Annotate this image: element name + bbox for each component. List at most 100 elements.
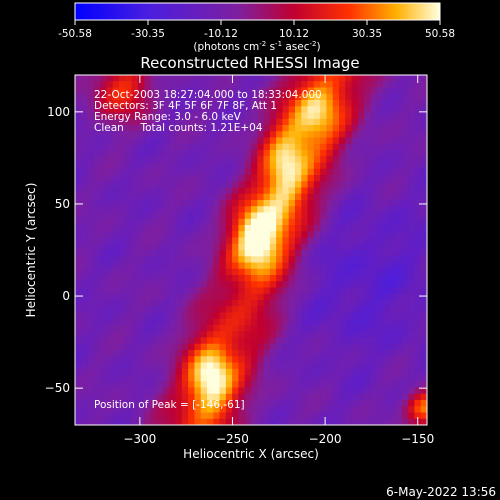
heatmap-cell [75, 212, 82, 220]
heatmap-cell [207, 318, 214, 326]
heatmap-cell [345, 168, 353, 176]
heatmap-cell [408, 412, 416, 420]
heatmap-cell [370, 187, 378, 195]
heatmap-cell [301, 306, 309, 314]
heatmap-cell [181, 75, 189, 82]
heatmap-cell [119, 218, 126, 226]
heatmap-cell [345, 331, 353, 339]
heatmap-cell [137, 206, 145, 214]
heatmap-cell [213, 275, 221, 282]
heatmap-cell [401, 318, 409, 326]
heatmap-cell [156, 106, 164, 114]
heatmap-cell [175, 237, 183, 245]
heatmap-cell [320, 187, 328, 195]
heatmap-cell [389, 118, 397, 126]
heatmap-cell [351, 381, 359, 389]
heatmap-cell [307, 393, 315, 401]
heatmap-cell [81, 100, 89, 107]
heatmap-cell [301, 356, 309, 364]
heatmap-cell [345, 362, 353, 370]
heatmap-cell [175, 325, 183, 332]
heatmap-cell [364, 337, 372, 345]
heatmap-cell [169, 400, 177, 407]
heatmap-cell [376, 218, 384, 226]
heatmap-cell [188, 106, 196, 114]
heatmap-cell [395, 231, 403, 239]
heatmap-cell [364, 318, 372, 326]
heatmap-cell [188, 237, 196, 245]
heatmap-cell [75, 181, 82, 189]
heatmap-cell [194, 162, 202, 170]
heatmap-cell [93, 175, 101, 182]
heatmap-cell [414, 112, 422, 120]
heatmap-cell [251, 406, 258, 414]
heatmap-cell [263, 131, 271, 139]
heatmap-cell [125, 225, 133, 232]
heatmap-cell [263, 75, 271, 82]
heatmap-cell [163, 343, 170, 351]
heatmap-cell [207, 175, 214, 182]
heatmap-cell [276, 87, 284, 95]
heatmap-cell [263, 81, 271, 89]
heatmap-cell [320, 106, 328, 114]
heatmap-cell [295, 225, 302, 232]
heatmap-cell [401, 262, 409, 270]
heatmap-cell [313, 375, 321, 382]
heatmap-cell [320, 143, 328, 151]
heatmap-cell [376, 331, 384, 339]
heatmap-cell [200, 262, 208, 270]
heatmap-cell [131, 375, 139, 382]
heatmap-cell [137, 381, 145, 389]
heatmap-cell [194, 300, 202, 307]
heatmap-cell [376, 281, 384, 289]
heatmap-cell [257, 87, 265, 95]
heatmap-cell [408, 200, 416, 207]
heatmap-cell [395, 387, 403, 395]
heatmap-cell [301, 200, 309, 207]
heatmap-cell [364, 237, 372, 245]
heatmap-cell [150, 100, 158, 107]
heatmap-cell [194, 81, 202, 89]
heatmap-cell [75, 362, 82, 370]
heatmap-cell [326, 300, 334, 307]
heatmap-cell [137, 231, 145, 239]
heatmap-cell [307, 418, 315, 425]
heatmap-cell [313, 337, 321, 345]
heatmap-cell [351, 268, 359, 276]
heatmap-cell [339, 225, 346, 232]
heatmap-cell [150, 175, 158, 182]
heatmap-cell [395, 412, 403, 420]
heatmap-cell [207, 343, 214, 351]
heatmap-cell [232, 206, 240, 214]
heatmap-cell [401, 112, 409, 120]
heatmap-cell [219, 343, 227, 351]
heatmap-cell [301, 131, 309, 139]
heatmap-cell [207, 243, 214, 251]
heatmap-cell [357, 137, 365, 145]
heatmap-cell [313, 387, 321, 395]
heatmap-cell [200, 106, 208, 114]
heatmap-cell [307, 262, 315, 270]
heatmap-cell [150, 375, 158, 382]
heatmap-cell [181, 312, 189, 320]
heatmap-cell [307, 256, 315, 264]
heatmap-cell [263, 262, 271, 270]
heatmap-cell [112, 293, 120, 301]
heatmap-cell [207, 200, 214, 207]
heatmap-cell [295, 218, 302, 226]
heatmap-cell [339, 343, 346, 351]
heatmap-cell [125, 156, 133, 164]
heatmap-cell [364, 243, 372, 251]
heatmap-cell [357, 193, 365, 201]
heatmap-cell [137, 356, 145, 364]
heatmap-cell [339, 256, 346, 264]
heatmap-cell [93, 343, 101, 351]
heatmap-cell [75, 350, 82, 357]
heatmap-cell [100, 100, 108, 107]
heatmap-cell [150, 93, 158, 101]
heatmap-cell [288, 275, 296, 282]
heatmap-cell [320, 293, 328, 301]
heatmap-cell [163, 100, 170, 107]
heatmap-cell [320, 400, 328, 407]
heatmap-cell [150, 318, 158, 326]
